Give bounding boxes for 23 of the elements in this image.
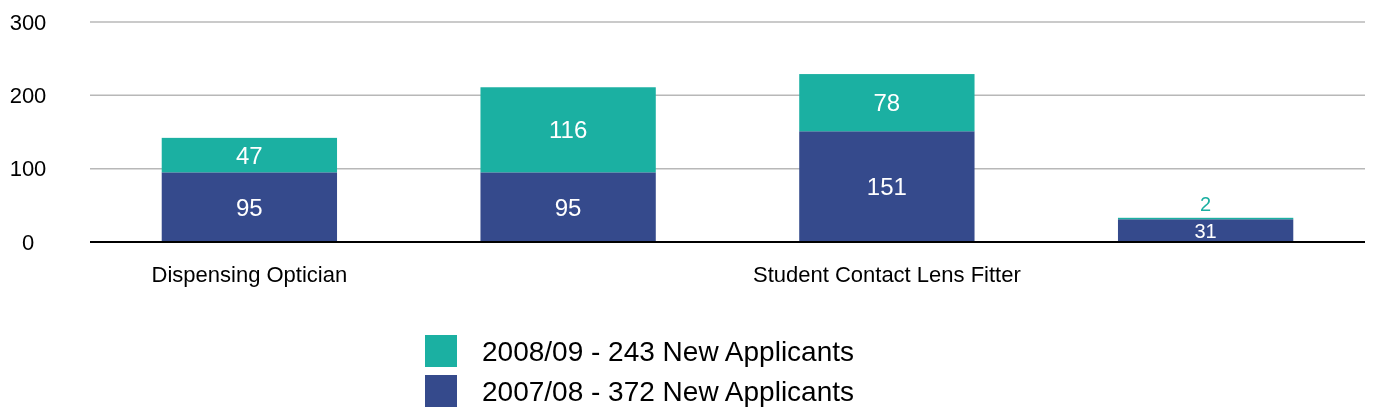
bar — [480, 87, 656, 173]
y-tick-label: 100 — [9, 156, 47, 182]
bar — [799, 131, 975, 242]
data-label: 47 — [236, 141, 263, 169]
y-tick-label: 200 — [9, 83, 47, 109]
data-label: 95 — [236, 193, 263, 221]
data-label: 2 — [1200, 192, 1212, 215]
legend-label: 2008/09 - 243 New Applicants — [482, 335, 855, 367]
data-label: 151 — [866, 173, 907, 201]
data-label: 95 — [554, 193, 582, 221]
data-label: 116 — [548, 116, 588, 144]
bar — [161, 137, 338, 173]
y-tick-label: 0 — [21, 229, 35, 255]
legend-label: 2007/08 - 372 New Applicants — [482, 375, 855, 407]
x-tick-label: Student Contact Lens Fitter — [752, 261, 1021, 287]
data-label: 78 — [873, 89, 901, 117]
y-tick-label: 300 — [9, 9, 47, 35]
bar — [799, 74, 975, 132]
bar — [161, 172, 338, 242]
x-tick-label: Dispensing Optician — [151, 261, 348, 287]
data-label: 31 — [1194, 219, 1217, 242]
bar — [480, 172, 656, 242]
bar — [1117, 219, 1294, 242]
